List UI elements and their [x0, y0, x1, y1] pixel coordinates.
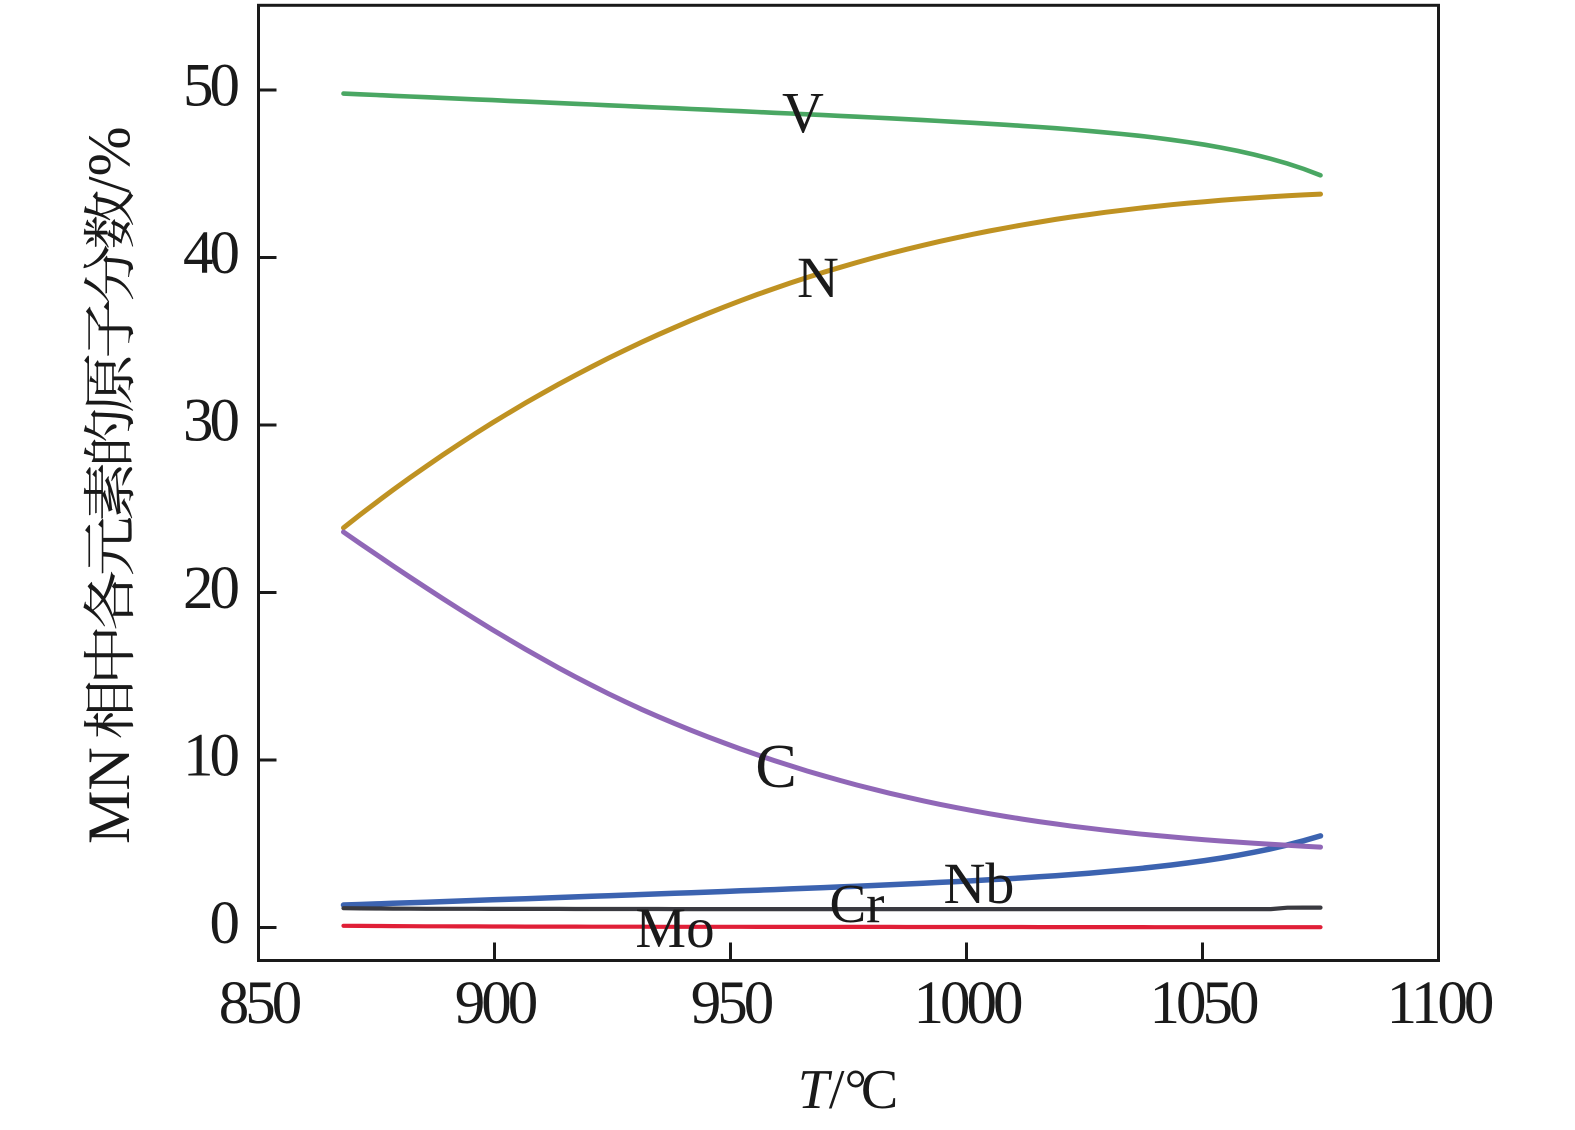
svg-text:0: 0 — [210, 890, 239, 957]
svg-text:850: 850 — [219, 970, 301, 1037]
svg-text:V: V — [782, 80, 824, 145]
svg-text:20: 20 — [183, 555, 239, 622]
svg-text:C: C — [755, 733, 796, 801]
svg-text:Nb: Nb — [944, 851, 1015, 916]
svg-text:1050: 1050 — [1150, 970, 1259, 1037]
svg-text:Mo: Mo — [635, 897, 714, 960]
svg-text:1100: 1100 — [1387, 970, 1493, 1037]
svg-text:10: 10 — [183, 722, 239, 789]
svg-text:T/°C: T/°C — [798, 1059, 898, 1121]
svg-text:N: N — [797, 245, 839, 310]
svg-text:/%: /% — [76, 126, 142, 193]
svg-text:40: 40 — [183, 220, 239, 287]
svg-text:950: 950 — [691, 970, 773, 1037]
svg-text:MN: MN — [76, 747, 142, 844]
svg-text:900: 900 — [455, 970, 537, 1037]
svg-text:50: 50 — [183, 52, 239, 119]
svg-text:1000: 1000 — [914, 970, 1023, 1037]
svg-text:Cr: Cr — [830, 873, 885, 934]
svg-text:30: 30 — [183, 387, 239, 454]
